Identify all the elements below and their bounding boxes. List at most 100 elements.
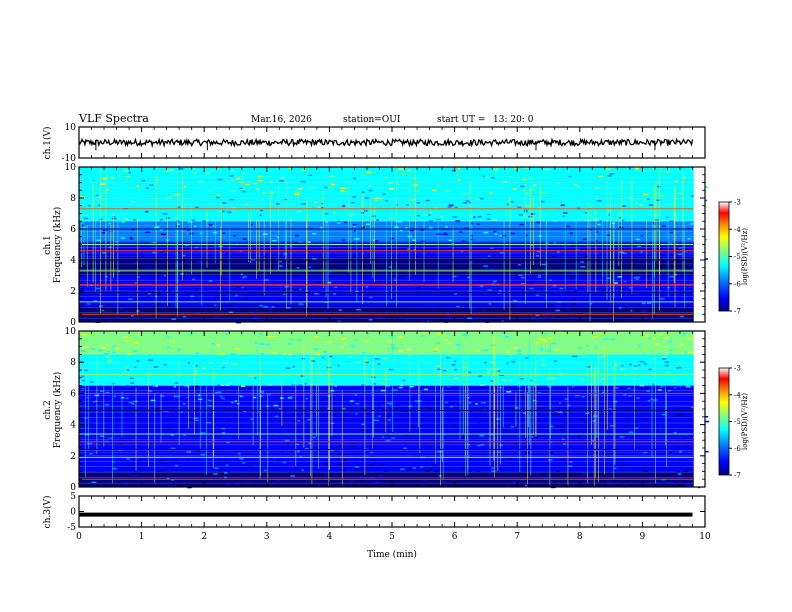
- ch2-spectrogram-speckle: [312, 427, 318, 429]
- ch1-spectrogram-speckle: [152, 277, 156, 280]
- ch1-spectrogram-speckle: [499, 288, 505, 290]
- ch2-spectrogram-speckle: [637, 364, 641, 367]
- ch1-spectrogram-speckle: [160, 252, 164, 254]
- ch2-spectrogram-speckle: [527, 436, 531, 438]
- ch1-spectrogram-speckle: [652, 168, 655, 170]
- ch2-spectrogram-speckle: [647, 399, 650, 402]
- ch2-spectrogram-speckle: [404, 434, 409, 437]
- ch2-spectrogram-speckle: [646, 371, 652, 374]
- ch2-spectrogram-speckle: [384, 471, 387, 473]
- ch1-spectrogram-band: [79, 287, 705, 307]
- ch1-spectrogram-speckle: [191, 278, 195, 281]
- ch1-spectrogram-speckle: [465, 215, 470, 218]
- ch2-spectrogram-speckle: [213, 473, 218, 475]
- ch1-spectrogram-speckle: [519, 180, 524, 182]
- ch1-spectrogram-speckle: [541, 263, 546, 266]
- ch2-spectrogram-speckle: [627, 427, 631, 429]
- ch1-spectrogram-speckle: [263, 192, 266, 194]
- ch1-spectrogram-speckle: [235, 286, 241, 288]
- ch2-spectrogram-speckle: [340, 418, 345, 420]
- ch1-spectrogram-speckle: [601, 289, 607, 291]
- ch1-spectrogram-speckle: [382, 193, 386, 195]
- ch1-spectrogram-speckle: [193, 168, 196, 170]
- ch2-spectrogram-speckle: [144, 353, 147, 356]
- ch2-spectrogram-speckle: [354, 339, 358, 341]
- ch2-spectrogram-speckle: [430, 439, 435, 442]
- ch1-spectrogram-speckle: [530, 244, 535, 246]
- ch2-spectrogram-speckle: [284, 465, 287, 468]
- ch3-waveform-ytick-label: 5: [70, 492, 76, 502]
- ch1-spectrogram-speckle: [531, 316, 536, 319]
- ch2-spectrogram-speckle: [445, 440, 448, 442]
- ch1-spectrogram-speckle: [542, 271, 546, 273]
- ch2-spectrogram-speckle: [671, 431, 676, 434]
- ch1-spectrogram-speckle: [535, 314, 540, 317]
- ch2-spectrogram-speckle: [581, 367, 586, 369]
- ch1-spectrogram-speckle: [457, 247, 461, 250]
- ch2-spectrogram-speckle: [175, 484, 178, 487]
- ch2-spectrogram-speckle: [522, 382, 525, 384]
- ch2-spectrogram-speckle: [527, 485, 530, 487]
- ch2-spectrogram-speckle: [377, 412, 383, 414]
- ch2-spectrogram-speckle: [435, 347, 439, 350]
- ch2-spectrogram-speckle: [174, 439, 179, 442]
- ch2-spectrogram-speckle: [632, 368, 635, 370]
- ch2-spectrogram-speckle: [254, 377, 257, 379]
- ch2-spectrogram-speckle: [373, 419, 379, 422]
- ch1-spectrogram-speckle: [316, 297, 320, 299]
- ch1-spectrogram-speckle: [622, 260, 625, 263]
- ch2-spectrogram-speckle: [516, 341, 520, 344]
- ch2-spectrogram-speckle: [284, 423, 289, 425]
- ch1-spectrogram-speckle: [176, 273, 181, 276]
- ch2-spectrogram-speckle: [89, 381, 94, 383]
- ch1-spectrogram-speckle: [524, 167, 529, 169]
- x-tick-label: 2: [201, 532, 207, 542]
- ch1-spectrogram-speckle: [589, 228, 593, 231]
- ch2-spectrogram-speckle: [250, 418, 254, 421]
- ch2-spectrogram-speckle: [420, 466, 424, 468]
- ch1-spectrogram-speckle: [398, 276, 402, 279]
- ch2-spectrogram-speckle: [665, 409, 671, 411]
- ch2-spectrogram-speckle: [96, 452, 101, 454]
- ch2-spectrogram-speckle: [211, 343, 215, 345]
- ch2-spectrogram-speckle: [167, 474, 171, 477]
- ch1-spectrogram-speckle: [606, 234, 611, 236]
- ch2-spectrogram-speckle: [643, 451, 648, 454]
- ch1-spectrogram-speckle: [635, 202, 639, 204]
- ch1-spectrogram-speckle: [166, 303, 171, 306]
- ch2-spectrogram-speckle: [343, 459, 348, 462]
- x-tick-label: 6: [452, 532, 458, 542]
- ch2-spectrogram-speckle: [483, 349, 488, 351]
- ch2-spectrogram-speckle: [166, 336, 170, 338]
- ch2-spectrogram-speckle: [515, 416, 519, 418]
- ch2-spectrogram-speckle: [544, 340, 548, 343]
- ch1-spectrogram-speckle: [239, 188, 245, 190]
- ch2-spectrogram-speckle: [538, 403, 542, 405]
- ch2-spectrogram-speckle: [127, 353, 131, 356]
- ch2-spectrogram-speckle: [461, 436, 467, 439]
- ch2-spectrogram-speckle: [112, 485, 117, 487]
- ch2-spectrogram-speckle: [505, 430, 508, 432]
- ch1-spectrogram-speckle: [469, 262, 472, 265]
- ch2-spectrogram-speckle: [510, 425, 514, 428]
- ch1-spectrogram-speckle: [202, 220, 206, 222]
- ch2-spectrogram-speckle: [374, 358, 380, 360]
- ch1-spectrogram-speckle: [298, 303, 304, 305]
- ch2-spectrogram-speckle: [172, 464, 175, 467]
- ch2-spectrogram-speckle: [593, 335, 598, 337]
- ch2-spectrogram-speckle: [665, 415, 669, 418]
- ch2-spectrogram-speckle: [626, 473, 630, 475]
- ch1-spectrogram-speckle: [580, 266, 586, 268]
- ch1-spectrogram-speckle: [584, 255, 589, 258]
- ch2-spectrogram-speckle: [642, 405, 646, 407]
- ch2-spectrogram-speckle: [125, 483, 129, 485]
- ch2-spectrogram-speckle: [644, 363, 647, 365]
- ch2-spectrogram-speckle: [519, 398, 523, 400]
- ch1-spectrogram-speckle: [357, 269, 363, 271]
- ch1-spectrogram-speckle: [365, 195, 369, 198]
- ch1-spectrogram-speckle: [217, 225, 223, 228]
- ch2-spectrogram-speckle: [385, 439, 391, 442]
- ch2-frequency-ylabel: Frequency (kHz): [52, 372, 63, 449]
- ch2-spectrogram-speckle: [216, 344, 220, 346]
